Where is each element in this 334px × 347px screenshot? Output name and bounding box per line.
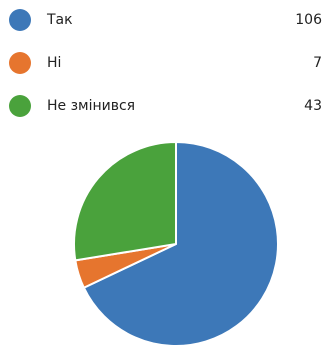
legend-value-ni: 7	[313, 55, 322, 71]
legend-swatch-ni	[9, 52, 31, 74]
pie-slice-ne-zminyvsia	[73, 141, 177, 262]
pie-chart	[70, 140, 282, 347]
legend-swatch-tak	[9, 9, 31, 31]
legend-value-ne-zminyvsia: 43	[304, 98, 322, 114]
legend-label-ni: Ні	[47, 55, 62, 71]
pie-slice-tak	[82, 141, 279, 347]
legend-item-tak: Так 106	[0, 8, 334, 32]
legend-label-tak: Так	[47, 12, 73, 28]
legend-swatch-ne-zminyvsia	[9, 95, 31, 117]
legend-value-tak: 106	[295, 12, 322, 28]
legend-item-ne-zminyvsia: Не змінився 43	[0, 94, 334, 118]
legend-label-ne-zminyvsia: Не змінився	[47, 98, 136, 114]
legend-item-ni: Ні 7	[0, 51, 334, 75]
pie-chart-svg	[73, 141, 279, 347]
